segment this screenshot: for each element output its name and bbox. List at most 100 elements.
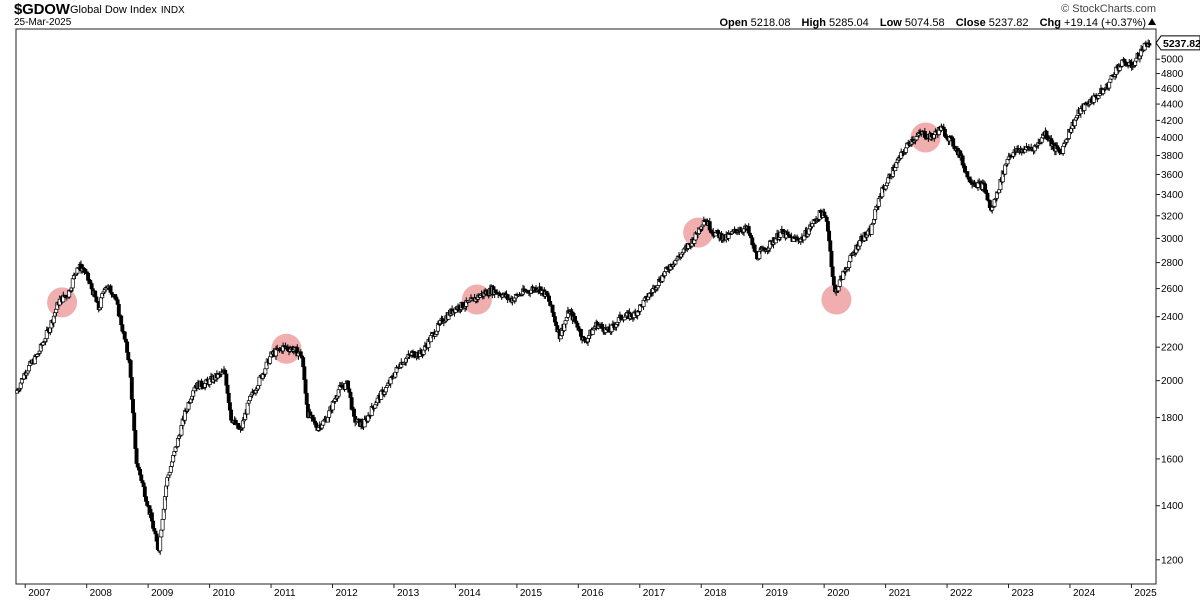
y-tick-label: 4200 — [1161, 116, 1184, 127]
candle-body — [716, 230, 720, 234]
y-tick-label: 2400 — [1161, 312, 1184, 323]
last-price-box — [1155, 35, 1200, 51]
plot-frame — [15, 28, 1157, 585]
candle-body — [1107, 81, 1112, 89]
y-tick-label: 2000 — [1161, 376, 1184, 387]
chart-date: 25-Mar-2025 — [14, 17, 72, 28]
candle-body — [54, 308, 59, 314]
low-value: 5074.58 — [904, 17, 945, 29]
candle-body — [828, 240, 833, 252]
x-tick-label: 2019 — [766, 588, 789, 599]
candle-body — [985, 193, 990, 201]
x-tick-label: 2023 — [1012, 588, 1035, 599]
y-tick-label: 2200 — [1161, 343, 1184, 354]
y-tick-label: 3600 — [1161, 170, 1184, 181]
candle-body — [160, 518, 165, 531]
change-label: Chg — [1039, 17, 1061, 29]
y-tick-label: 3400 — [1161, 190, 1184, 201]
candle-body — [830, 266, 835, 277]
x-tick-label: 2018 — [704, 588, 727, 599]
candle-body — [321, 420, 326, 426]
high-label: High — [801, 17, 826, 29]
x-tick-label: 2011 — [274, 588, 296, 599]
x-tick-label: 2024 — [1073, 588, 1096, 599]
candle-body — [550, 304, 555, 313]
candle-body — [869, 224, 874, 235]
y-tick-label: 5000 — [1161, 55, 1184, 66]
candle-body — [227, 402, 232, 411]
candle-body — [248, 395, 252, 402]
up-triangle-icon — [1148, 18, 1156, 25]
last-price-marker: 5237.82 — [1155, 35, 1200, 51]
candle-body — [1061, 145, 1066, 154]
candle-body — [225, 384, 230, 394]
candle-body — [154, 533, 159, 542]
x-tick-label: 2025 — [1134, 588, 1157, 599]
candle-body — [133, 430, 138, 449]
x-axis: 2007 2008 2009 2010 2011 2012 2013 2014 2015 2016… — [24, 584, 1157, 599]
candle-body — [600, 324, 605, 328]
y-tick-label: 2600 — [1161, 284, 1184, 295]
low-label: Low — [879, 17, 902, 29]
candle-body — [330, 401, 335, 411]
candle-body — [914, 136, 919, 141]
index-name-label: Global Dow Index — [70, 4, 157, 16]
candle-body — [903, 147, 908, 153]
close-label: Close — [955, 17, 986, 29]
candle-body — [373, 404, 378, 409]
x-tick-label: 2021 — [889, 588, 912, 599]
x-tick-label: 2007 — [28, 588, 51, 599]
y-tick-label: 1600 — [1161, 454, 1184, 465]
x-tick-label: 2022 — [950, 588, 973, 599]
x-tick-label: 2016 — [581, 588, 604, 599]
x-tick-label: 2010 — [213, 588, 236, 599]
x-tick-label: 2017 — [643, 588, 666, 599]
candle-body — [263, 368, 268, 375]
x-tick-label: 2020 — [827, 588, 850, 599]
candle-body — [226, 392, 231, 403]
y-tick-label: 1200 — [1161, 555, 1184, 566]
candle-body — [327, 410, 332, 418]
candle-body — [304, 392, 309, 405]
open-value: 5218.08 — [750, 17, 791, 29]
candle-body — [1147, 43, 1152, 46]
x-tick-label: 2015 — [520, 588, 543, 599]
y-axis: 1200 1400 1600 1800 2000 2200 2400 2600 2800 3000… — [1156, 55, 1184, 566]
candle-body — [268, 356, 273, 364]
y-tick-label: 4400 — [1161, 100, 1184, 111]
candle-layer — [15, 39, 1152, 555]
open-label: Open — [719, 17, 748, 29]
y-tick-label: 3800 — [1161, 151, 1184, 162]
candle-body — [131, 398, 135, 414]
close-value: 5237.82 — [988, 17, 1029, 29]
candle-body — [70, 278, 75, 289]
highlight-circle — [821, 284, 852, 315]
candle-body — [347, 388, 352, 393]
index-name: Global Dow Index INDX — [70, 4, 185, 16]
y-tick-label: 1400 — [1161, 501, 1184, 512]
candle-body — [224, 373, 229, 386]
candle-body — [383, 387, 388, 393]
y-tick-label: 2800 — [1161, 258, 1184, 269]
candle-body — [158, 536, 163, 552]
highlight-layer — [47, 122, 941, 364]
x-tick-label: 2012 — [335, 588, 358, 599]
y-tick-label: 4800 — [1161, 69, 1184, 80]
y-tick-label: 1800 — [1161, 413, 1184, 424]
y-tick-label: 3200 — [1161, 211, 1184, 222]
last-price-label: 5237.82 — [1163, 38, 1200, 50]
x-tick-label: 2013 — [397, 588, 420, 599]
ticker-symbol: $GDOW — [14, 1, 70, 18]
x-tick-label: 2009 — [151, 588, 174, 599]
y-tick-label: 3000 — [1161, 234, 1184, 245]
high-value: 5285.04 — [829, 17, 869, 29]
chart-header: $GDOW Global Dow Index INDX 25-Mar-2025 ©… — [0, 0, 1200, 30]
brand-label: © StockCharts.com — [1061, 3, 1156, 15]
change-value: +19.14 (+0.37%) — [1064, 17, 1146, 29]
candle-body — [302, 366, 307, 380]
candle-body — [346, 380, 351, 390]
candle-body — [622, 316, 627, 321]
ohlc-readout: Open 5218.08 High 5285.04 Low 5074.58 Cl… — [719, 17, 1156, 29]
candle-body — [128, 360, 133, 378]
